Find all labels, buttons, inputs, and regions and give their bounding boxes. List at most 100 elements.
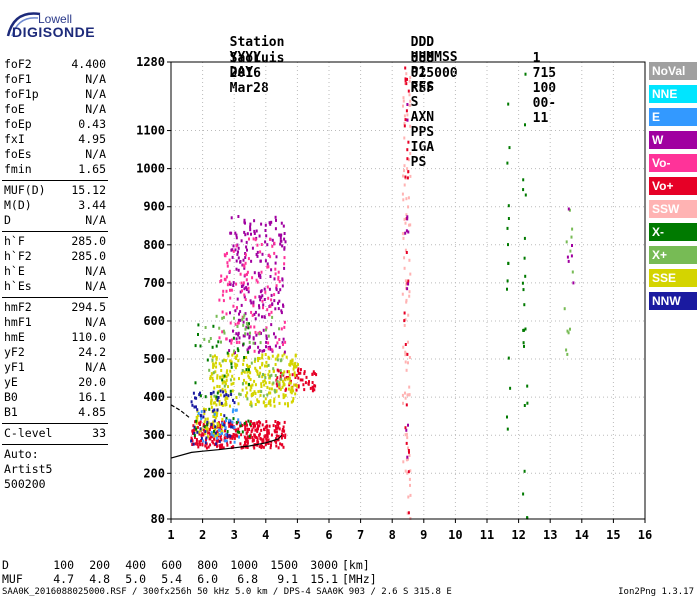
echo-point: [276, 376, 279, 380]
echo-point: [256, 254, 259, 258]
echo-point: [263, 383, 266, 387]
echo-point: [260, 222, 263, 226]
echo-point: [253, 229, 256, 233]
echo-point: [252, 422, 255, 426]
echo-point: [257, 313, 260, 317]
echo-point: [231, 389, 234, 393]
echo-point: [223, 331, 226, 335]
echo-point: [225, 312, 228, 316]
echo-point: [245, 381, 248, 385]
param-value: 285.0: [71, 249, 106, 263]
echo-point: [212, 324, 215, 328]
echo-point: [252, 341, 255, 345]
echo-point: [567, 207, 570, 211]
param-value: 285.0: [71, 234, 106, 248]
echo-point: [254, 366, 257, 370]
echo-point: [272, 369, 275, 373]
echo-point: [407, 470, 410, 474]
echo-point: [253, 433, 256, 437]
echo-point: [406, 113, 409, 117]
echo-point: [275, 378, 278, 382]
param-name: B0: [4, 390, 18, 404]
echo-point: [278, 327, 281, 331]
e-trace-line: [170, 404, 191, 419]
echo-point: [215, 395, 218, 399]
echo-point: [267, 355, 270, 359]
echo-point: [409, 223, 412, 227]
echo-point: [406, 511, 409, 515]
echo-point: [247, 419, 250, 423]
echo-point: [245, 278, 248, 282]
echo-point: [244, 332, 247, 336]
echo-point: [267, 341, 270, 345]
echo-point: [281, 244, 284, 248]
echo-point: [232, 417, 235, 421]
echo-point: [262, 373, 264, 376]
echo-point: [242, 283, 245, 287]
x-tick-label: 6: [325, 528, 332, 542]
echo-point: [276, 341, 279, 345]
echo-point: [269, 446, 272, 450]
header-axn-label: AXN: [410, 110, 435, 125]
echo-point: [240, 239, 243, 243]
echo-point: [222, 299, 225, 303]
echo-point: [197, 323, 200, 327]
echo-point: [232, 284, 235, 287]
echo-point: [409, 76, 412, 79]
echo-point: [563, 307, 566, 311]
echo-point: [246, 272, 248, 276]
echo-point: [261, 252, 264, 256]
param-row-hmE: hmE 110.0: [2, 330, 108, 345]
echo-point: [261, 375, 264, 379]
param-name: foF2: [4, 57, 32, 71]
echo-point: [209, 443, 212, 447]
echo-point: [247, 326, 250, 330]
echo-point: [191, 403, 194, 407]
echo-point: [264, 229, 267, 232]
echo-point: [282, 396, 285, 400]
echo-point: [269, 374, 272, 378]
param-name: foF1p: [4, 87, 39, 101]
x-tick-label: 2: [199, 528, 206, 542]
echo-point: [237, 256, 240, 260]
echo-point: [274, 261, 277, 265]
echo-point: [404, 391, 406, 395]
echo-point: [213, 394, 216, 398]
param-name: D: [4, 213, 11, 227]
distance-cell: 100: [53, 558, 74, 572]
echo-point: [407, 158, 410, 162]
echo-point: [242, 281, 245, 285]
echo-point: [268, 369, 271, 373]
echo-point: [226, 261, 229, 265]
echo-point: [198, 441, 201, 445]
echo-point: [275, 444, 278, 448]
echo-point: [204, 432, 207, 435]
echo-point: [228, 418, 231, 422]
echo-point: [292, 389, 295, 393]
muf-table: D 100 200 400 600 800 1000 1500 3000 [km] MUF 4.7 4…: [2, 558, 377, 586]
echo-point: [267, 431, 270, 435]
echo-point: [198, 393, 201, 397]
echo-point: [265, 334, 268, 338]
echo-point: [228, 349, 231, 353]
echo-point: [196, 419, 199, 423]
echo-point: [263, 349, 266, 353]
echo-point: [301, 378, 304, 382]
echo-point: [304, 381, 307, 385]
echo-point: [227, 385, 229, 389]
echo-point: [258, 306, 261, 310]
echo-point: [270, 323, 273, 327]
echo-point: [210, 395, 213, 399]
echo-point: [407, 511, 410, 515]
echo-point: [406, 287, 409, 291]
echo-point: [404, 433, 407, 437]
echo-point: [258, 357, 261, 360]
echo-point: [264, 240, 267, 244]
echo-point: [255, 253, 258, 256]
echo-point: [226, 351, 229, 355]
param-row-foEs: foEs N/A: [2, 147, 108, 162]
echo-point: [264, 425, 267, 429]
echo-point: [247, 366, 250, 370]
echo-point: [199, 394, 202, 398]
echo-point: [221, 425, 224, 429]
